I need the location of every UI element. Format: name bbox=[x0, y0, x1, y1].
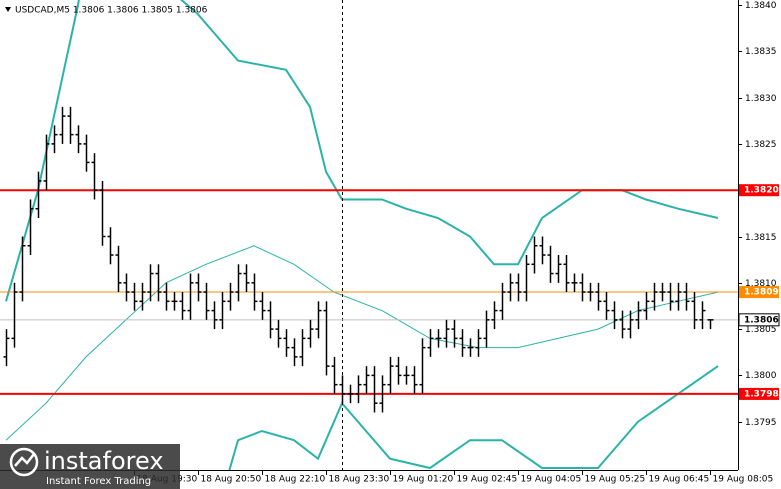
x-tick-label: 19 Aug 05:25 bbox=[585, 475, 646, 485]
y-tick-label: 1.3815 bbox=[745, 233, 777, 243]
x-tick-label: 19 Aug 08:05 bbox=[713, 475, 774, 485]
x-tick-label: 19 Aug 06:45 bbox=[649, 475, 710, 485]
menu-arrow[interactable] bbox=[5, 7, 11, 12]
level-label: 1.3820 bbox=[744, 186, 779, 196]
y-tick-label: 1.3825 bbox=[745, 140, 777, 150]
y-tick-label: 1.3800 bbox=[745, 371, 777, 381]
y-tick-label: 1.3805 bbox=[745, 325, 777, 335]
level-label: 1.3798 bbox=[744, 389, 779, 399]
logo-icon bbox=[9, 447, 39, 477]
logo-name: instaforex bbox=[44, 447, 164, 475]
indicator-band bbox=[228, 365, 719, 470]
level-label: 1.3806 bbox=[744, 315, 779, 325]
level-label-box bbox=[739, 184, 779, 197]
level-label-box bbox=[739, 286, 779, 299]
y-tick-label: 1.3810 bbox=[745, 279, 777, 289]
logo-tagline: Instant Forex Trading bbox=[46, 476, 151, 487]
plot-area bbox=[0, 0, 738, 470]
y-tick-label: 1.3830 bbox=[745, 94, 777, 104]
logo: instaforex Instant Forex Trading bbox=[0, 444, 180, 489]
y-tick-label: 1.3840 bbox=[745, 1, 777, 11]
x-tick-label: 19 Aug 01:20 bbox=[393, 475, 454, 485]
x-tick-label: 18 Aug 22:10 bbox=[265, 475, 326, 485]
x-tick-label: 18 Aug 20:50 bbox=[201, 475, 262, 485]
y-tick-label: 1.3835 bbox=[745, 47, 777, 57]
x-tick-label: 19 Aug 04:05 bbox=[521, 475, 582, 485]
level-label: 1.3809 bbox=[744, 288, 779, 298]
y-tick-label: 1.3795 bbox=[745, 418, 777, 428]
level-label-box bbox=[739, 387, 779, 400]
level-label-box bbox=[738, 313, 780, 327]
x-tick-label: 18 Aug 23:30 bbox=[329, 475, 390, 485]
logo-icon-arrow bbox=[14, 453, 35, 467]
x-tick-label: 19 Aug 02:45 bbox=[457, 475, 518, 485]
indicator-band bbox=[5, 245, 719, 441]
chart-title: USDCAD,M5 1.3806 1.3806 1.3805 1.3806 bbox=[15, 6, 208, 16]
